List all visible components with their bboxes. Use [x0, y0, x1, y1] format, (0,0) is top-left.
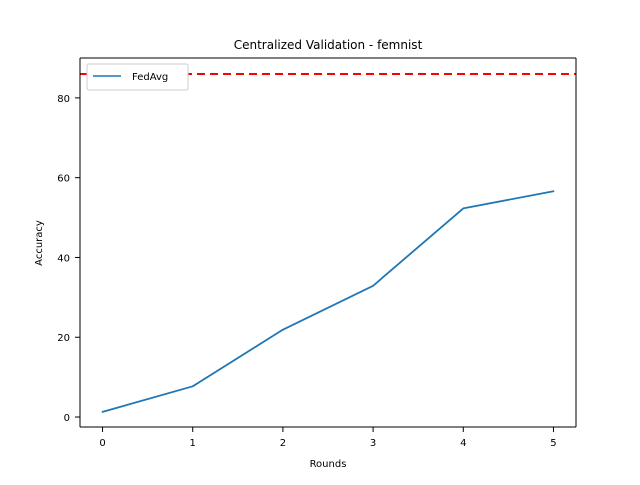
x-tick-label-0: 0: [99, 438, 105, 449]
y-tick-label-20: 20: [57, 333, 70, 344]
plot-background: [80, 58, 576, 427]
y-tick-label-0: 0: [64, 413, 70, 424]
x-tick-label-1: 1: [190, 438, 196, 449]
legend-label-fedavg: FedAvg: [132, 72, 168, 83]
x-tick-label-4: 4: [460, 438, 466, 449]
y-axis-label: Accuracy: [34, 220, 45, 266]
plot-area: 0 1 2 3 4 5 0 20 40 60 80: [57, 58, 576, 449]
x-tick-label-5: 5: [550, 438, 556, 449]
y-tick-label-40: 40: [57, 253, 70, 264]
x-axis-label: Rounds: [310, 459, 347, 470]
y-tick-label-80: 80: [57, 94, 70, 105]
x-tick-label-2: 2: [280, 438, 286, 449]
y-tick-label-60: 60: [57, 174, 70, 185]
chart-title: Centralized Validation - femnist: [234, 38, 423, 52]
legend: FedAvg: [87, 64, 188, 90]
x-tick-label-3: 3: [370, 438, 376, 449]
